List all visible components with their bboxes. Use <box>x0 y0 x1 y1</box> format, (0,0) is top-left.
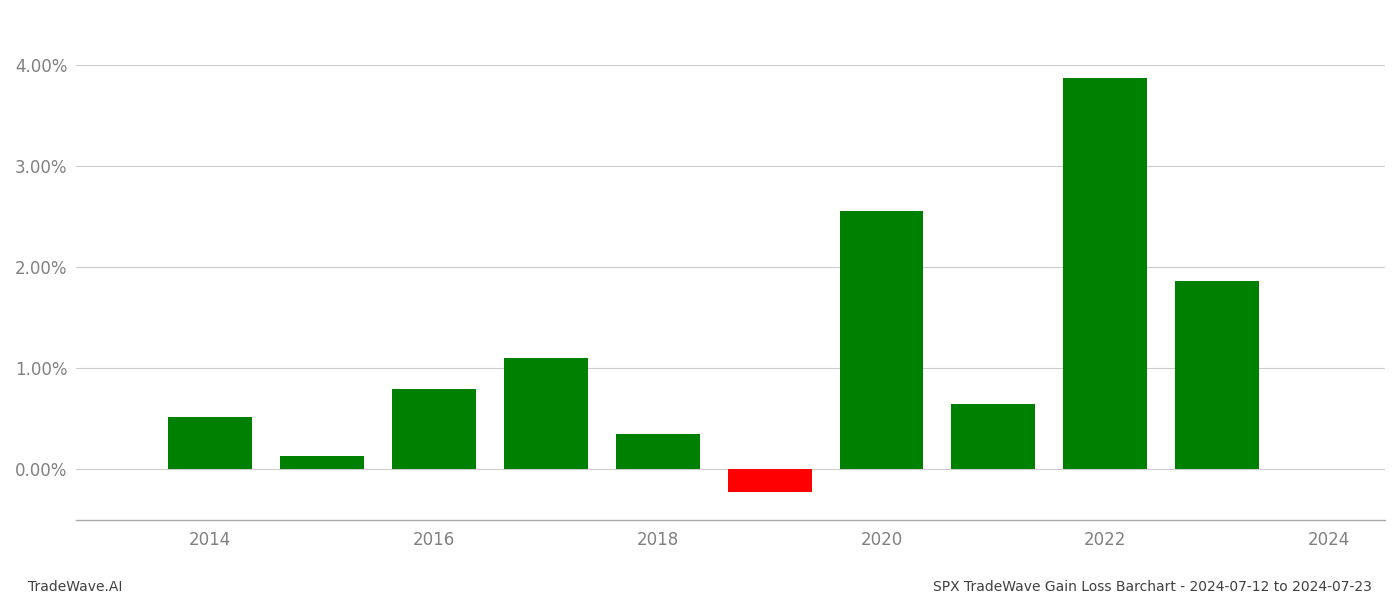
Bar <box>280 456 364 469</box>
Bar <box>1064 77 1147 469</box>
Bar <box>504 358 588 469</box>
Bar <box>952 404 1036 469</box>
Bar <box>168 417 252 469</box>
Text: TradeWave.AI: TradeWave.AI <box>28 580 122 594</box>
Bar <box>840 211 924 469</box>
Bar <box>616 434 700 469</box>
Bar <box>392 389 476 469</box>
Text: SPX TradeWave Gain Loss Barchart - 2024-07-12 to 2024-07-23: SPX TradeWave Gain Loss Barchart - 2024-… <box>934 580 1372 594</box>
Bar <box>728 469 812 491</box>
Bar <box>1175 281 1259 469</box>
